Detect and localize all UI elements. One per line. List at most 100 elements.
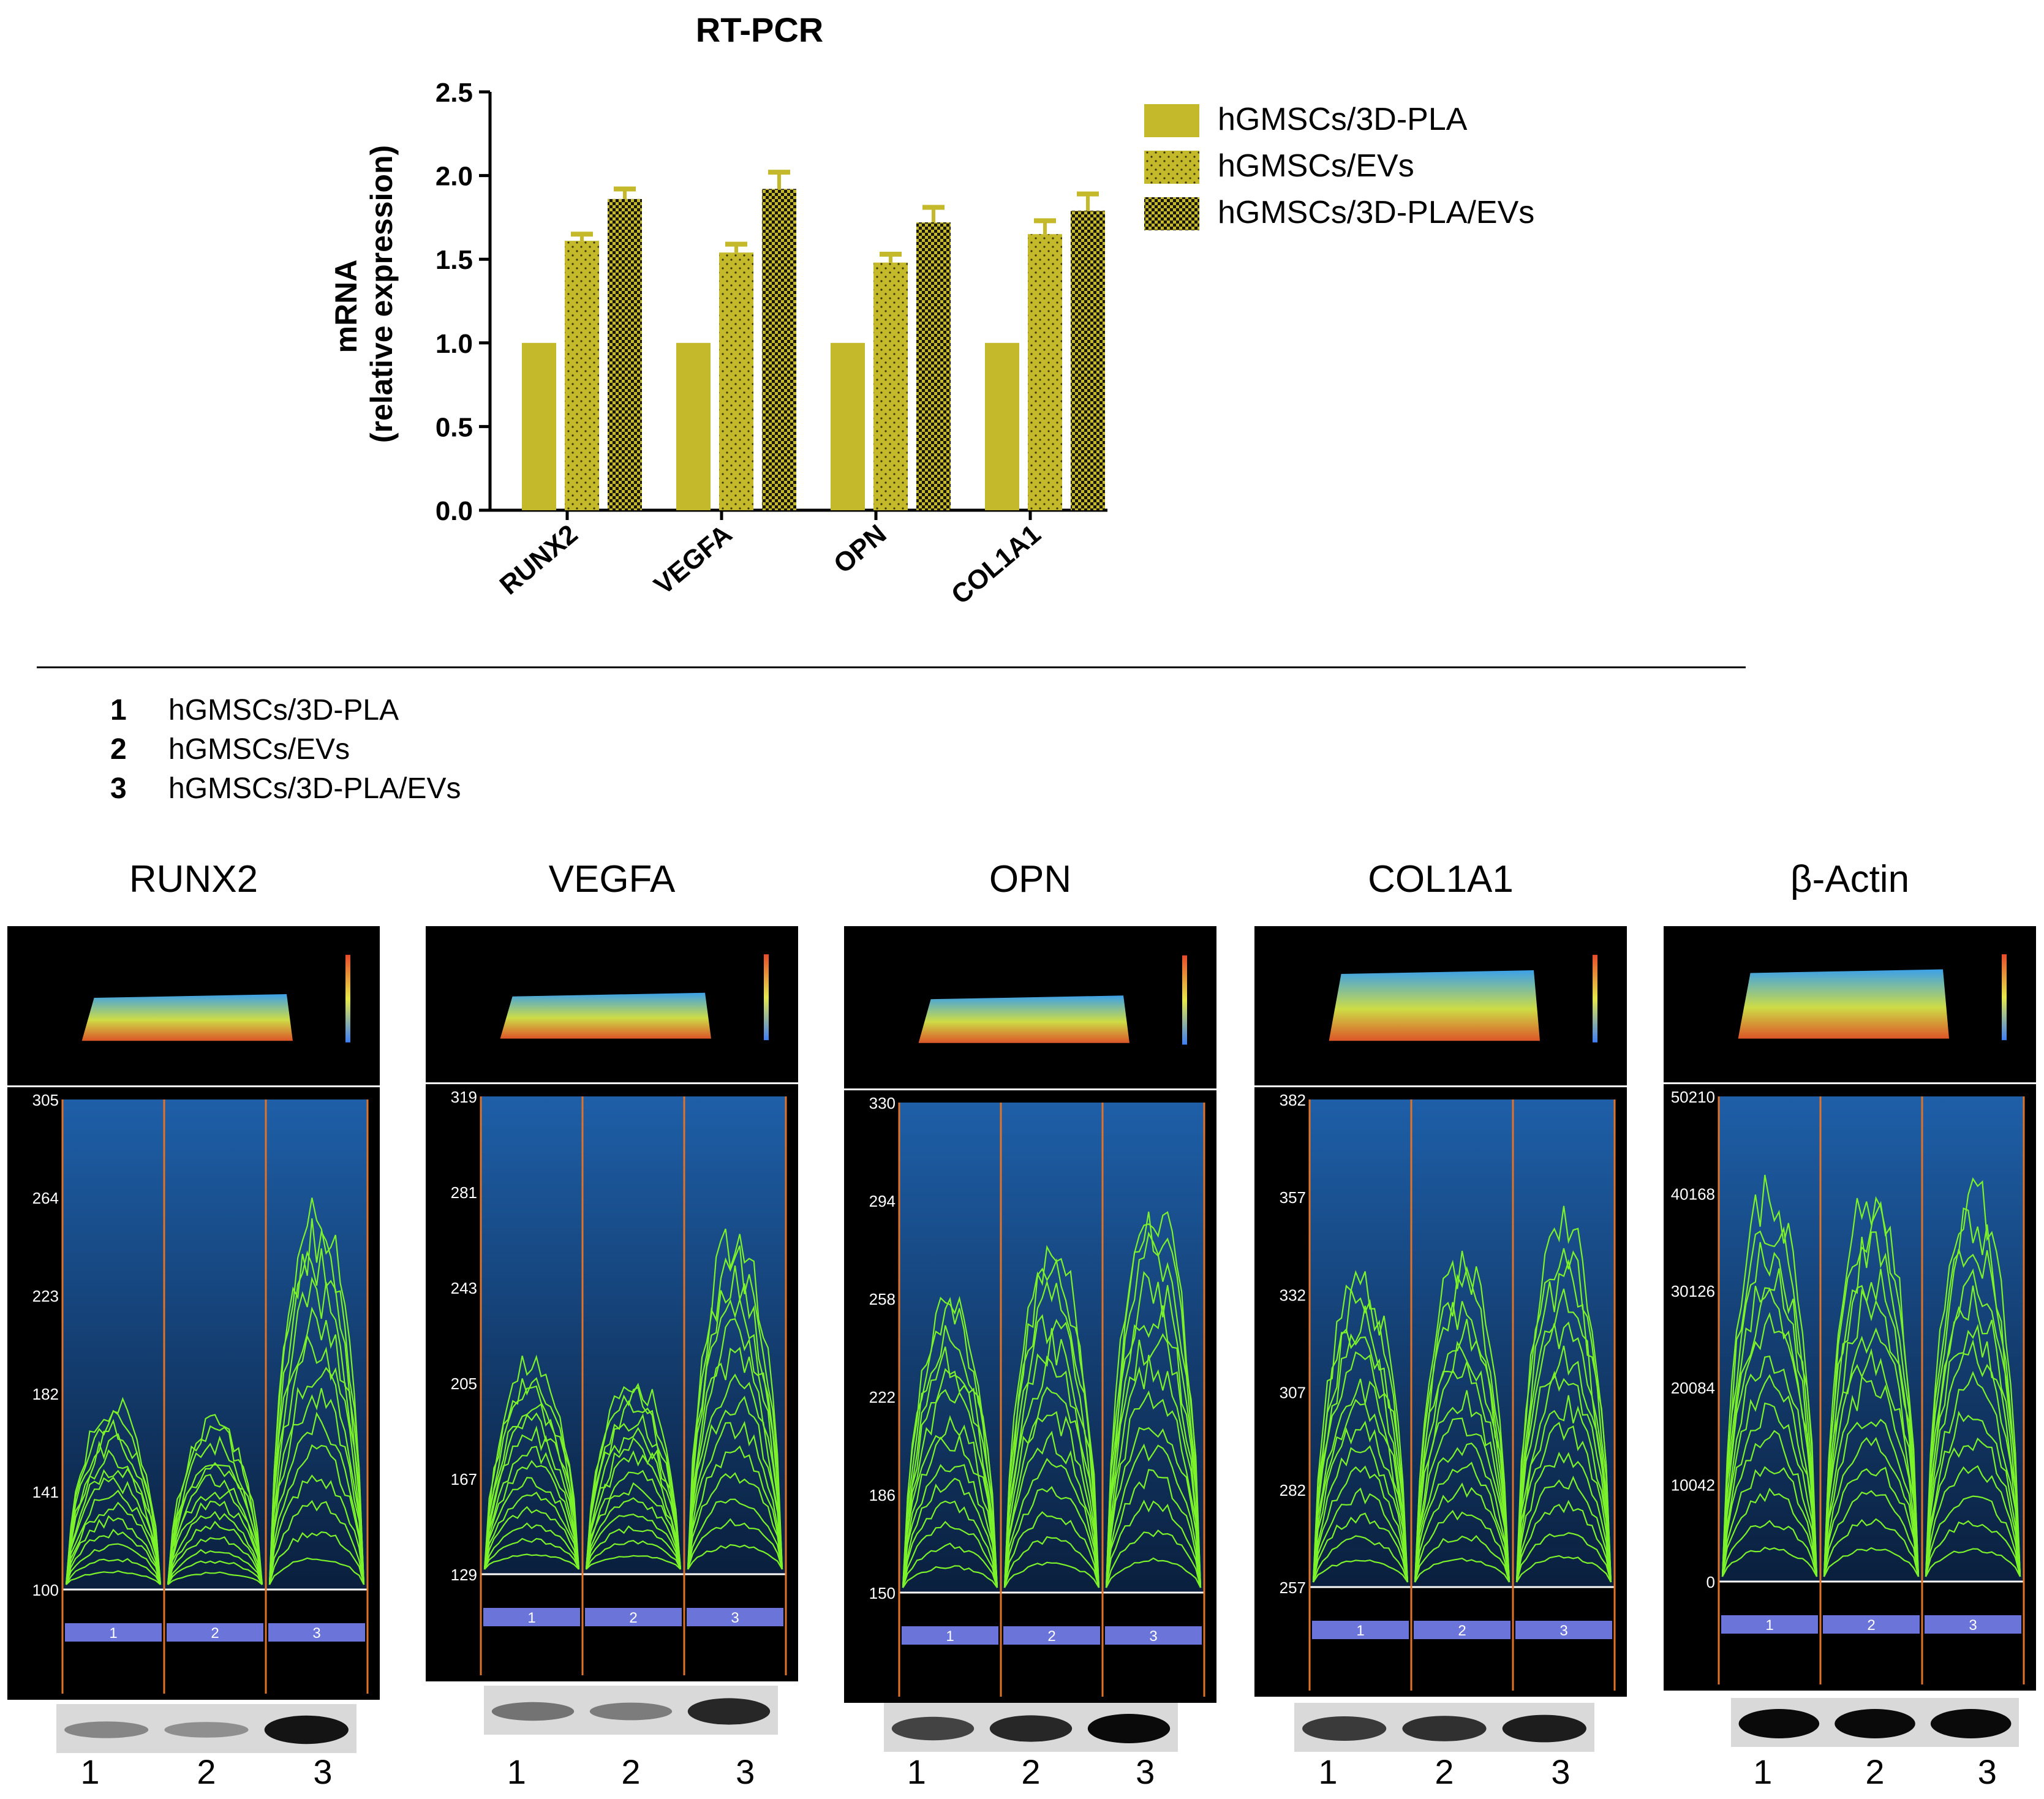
profile-trace [1003,1386,1100,1588]
lane-number: 3 [1551,1752,1571,1791]
profile-trace [1823,1518,1920,1577]
profile-trace [1823,1490,1920,1577]
lane-tab-label: 2 [211,1625,219,1642]
profile-trace [1003,1458,1100,1588]
profile-y-tick: 50210 [1671,1088,1715,1106]
profile-trace [1003,1280,1100,1588]
profile-trace [1313,1559,1408,1583]
profile-trace [1105,1305,1202,1588]
profile-trace [1105,1390,1202,1588]
profile-trace [585,1497,682,1570]
profile-trace [902,1477,998,1588]
lane-number: 1 [1753,1752,1773,1791]
profile-trace [687,1373,783,1570]
lane-tab-label: 2 [1867,1617,1875,1634]
profile-y-tick: 330 [869,1094,896,1112]
profile-trace [268,1499,365,1585]
profile-y-tick: 294 [869,1192,896,1210]
blot-band [64,1721,149,1738]
profile-trace [1515,1321,1612,1583]
legend-swatch [1144,151,1199,184]
profile-trace [1004,1561,1099,1588]
blot-band [1502,1714,1586,1743]
profile-trace [1823,1269,1920,1577]
profile-y-tick: 332 [1280,1286,1306,1304]
profile-trace [65,1433,162,1585]
profile-trace [1823,1197,1920,1577]
panel-title: β-Actin [1790,858,1910,900]
profile-trace [1414,1300,1510,1583]
section-divider [37,666,1746,668]
profile-trace [65,1449,162,1585]
profile-trace [167,1536,263,1585]
profile-y-tick: 281 [451,1183,477,1202]
profile-trace [585,1386,682,1570]
profile-trace [902,1415,998,1588]
panel-title: OPN [989,858,1072,900]
profile-trace [1722,1547,1817,1577]
blot-panel: β-Actin 50210 40168 30126 20084 10042 0 1 2 3 1 2 3 [1664,858,2036,1791]
lane-number: 1 [80,1752,100,1791]
profile-trace [585,1400,682,1570]
profile-trace [483,1412,580,1570]
profile-y-tick: 0 [1706,1573,1715,1591]
intensity-profile: 382 357 332 307 282 257 1 2 3 [1254,1087,1627,1697]
profile-trace [687,1420,783,1570]
blot-band [1738,1709,1820,1738]
profile-trace [1312,1333,1409,1583]
profile-trace [167,1414,263,1585]
bar [762,189,796,510]
panel-title: COL1A1 [1368,858,1514,900]
profile-trace [1003,1245,1100,1588]
western-blot-image [1731,1698,2019,1747]
profile-trace [1925,1177,2021,1577]
blot-panel: RUNX2 305 264 223 182 141 100 1 2 3 1 2 3 [7,858,380,1791]
profile-trace [1721,1226,1818,1577]
profile-trace [902,1325,998,1588]
profile-trace [167,1520,263,1585]
profile-y-tick: 319 [451,1088,477,1106]
panel-title: VEGFA [548,858,676,900]
profile-trace [1515,1422,1612,1583]
lane-tab-label: 2 [629,1610,637,1626]
lane-tab-label: 3 [1559,1623,1567,1639]
profile-trace [1414,1461,1510,1583]
profile-y-tick: 223 [32,1287,59,1305]
profile-trace [483,1506,580,1570]
x-tick-label: VEGFA [649,519,738,600]
lane-number: 3 [1977,1752,1997,1791]
profile-trace [268,1411,365,1585]
profile-trace [167,1474,263,1585]
intensity-profile: 330 294 258 222 186 150 1 2 3 [844,1090,1216,1703]
profile-trace [1312,1270,1409,1583]
profile-trace [1925,1248,2021,1577]
profile-trace [65,1468,162,1585]
profile-y-tick: 100 [32,1581,59,1599]
profile-trace [1823,1288,1920,1577]
lane-number: 1 [1318,1752,1338,1791]
profile-trace [1312,1398,1409,1583]
lane-number: 3 [1136,1752,1155,1791]
profile-y-tick: 264 [32,1189,59,1207]
profile-trace [1105,1212,1202,1588]
profile-trace [1515,1476,1612,1583]
western-blot-image [484,1686,778,1735]
profile-trace [1823,1547,1919,1577]
profile-trace [167,1560,263,1585]
profile-trace [1721,1268,1818,1577]
profile-trace [1515,1452,1612,1583]
profile-trace [65,1543,162,1585]
profile-trace [1414,1417,1510,1583]
profile-y-tick: 243 [451,1279,477,1297]
profile-y-tick: 182 [32,1385,59,1403]
profile-trace [1105,1529,1202,1588]
blot-band [1402,1716,1487,1741]
blot-band [1835,1709,1915,1738]
profile-trace [1925,1324,2021,1577]
profile-trace [268,1277,365,1585]
profile-trace [483,1354,580,1570]
profile-trace [484,1553,579,1570]
profile-trace [268,1367,365,1585]
profile-y-tick: 307 [1280,1384,1306,1402]
lane-tab-label: 3 [731,1610,739,1626]
